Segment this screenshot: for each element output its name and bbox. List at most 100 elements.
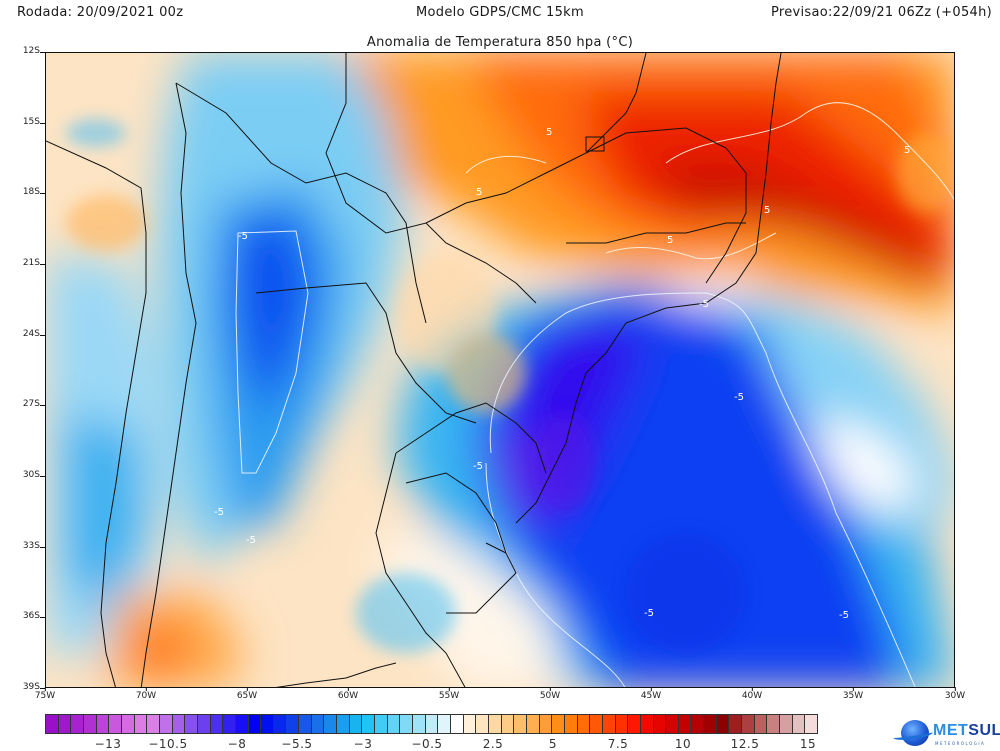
lon-tick: 75W [34, 687, 56, 701]
colorbar-cell [235, 715, 249, 733]
globe-icon [901, 720, 929, 746]
colorbar-cell [488, 715, 502, 733]
colorbar-cell [780, 715, 793, 733]
lon-tick: 55W [438, 687, 460, 701]
colorbar-tick-label: 10 [674, 737, 692, 751]
colorbar-legend [45, 714, 818, 734]
contour-label: 5 [904, 145, 910, 156]
colorbar-cell [640, 715, 654, 733]
lat-tick: 39S [0, 682, 45, 692]
colorbar-cell [83, 715, 97, 733]
colorbar-cell [349, 715, 363, 733]
colorbar-cell [678, 715, 692, 733]
contour-label: 5 [667, 235, 673, 246]
colorbar-cell [552, 715, 565, 733]
lat-tick: 30S [0, 470, 45, 480]
colorbar-cell [476, 715, 489, 733]
colorbar-cell [451, 715, 464, 733]
lon-tick: 45W [640, 687, 662, 701]
colorbar-cell [767, 715, 781, 733]
colorbar-tick-label: −8 [227, 737, 247, 751]
colorbar-tick-label: −0.5 [411, 737, 443, 751]
lat-tick: 12S [0, 46, 45, 56]
colorbar-cell [615, 715, 629, 733]
lon-tick: 40W [741, 687, 763, 701]
contour-label: 5 [764, 205, 770, 216]
colorbar-cell [628, 715, 641, 733]
contour-label: -5 [473, 461, 483, 472]
colorbar-cell [704, 715, 717, 733]
colorbar-cell [337, 715, 350, 733]
temperature-anomaly-map[interactable]: -5 -5 -5 -5 -5 -5 -5 -5 5 5 5 5 5 [45, 52, 955, 688]
colorbar-cell [666, 715, 679, 733]
colorbar-tick-label: 7.5 [607, 737, 629, 751]
lat-tick: 15S [0, 117, 45, 127]
colorbar-cell [577, 715, 591, 733]
contour-label: 5 [476, 187, 482, 198]
lon-tick: 35W [842, 687, 864, 701]
colorbar-cell [425, 715, 439, 733]
colorbar-cell [147, 715, 160, 733]
colorbar-tick-label: −10.5 [148, 737, 188, 751]
colorbar-cell [463, 715, 477, 733]
colorbar-cell [324, 715, 338, 733]
colorbar-cell [564, 715, 578, 733]
colorbar-tick-label: −5.5 [281, 737, 313, 751]
colorbar-cell [261, 715, 274, 733]
colorbar-cell [792, 715, 806, 733]
colorbar-tick-label: −13 [94, 737, 122, 751]
colorbar-cell [299, 715, 312, 733]
lon-tick: 60W [337, 687, 359, 701]
model-label: Modelo GDPS/CMC 15km [416, 5, 584, 20]
metsul-logo: METSUL METEOROLOGIA [892, 718, 1000, 750]
lat-tick: 18S [0, 187, 45, 197]
colorbar-cell [109, 715, 122, 733]
colorbar-cell [653, 715, 667, 733]
contour-label: -5 [246, 535, 256, 546]
colorbar-cell [210, 715, 224, 733]
lat-tick: 36S [0, 611, 45, 621]
brand-name: METSUL [933, 722, 1000, 739]
colorbar-cell [742, 715, 755, 733]
colorbar-tick-label: 2.5 [482, 737, 504, 751]
colorbar-tick-label: 12.5 [730, 737, 760, 751]
colorbar-cell [501, 715, 515, 733]
colorbar-cell [805, 715, 818, 733]
colorbar-cell [526, 715, 540, 733]
colorbar-cell [223, 715, 236, 733]
lat-tick: 21S [0, 258, 45, 268]
contour-label: 5 [546, 127, 552, 138]
colorbar-cell [514, 715, 527, 733]
colorbar-cell [438, 715, 451, 733]
colorbar-cell [590, 715, 603, 733]
colorbar-cell [248, 715, 262, 733]
forecast-time-label: Previsao:22/09/21 06Zz (+054h) [770, 5, 992, 20]
contour-label: -5 [644, 608, 654, 619]
colorbar-cell [375, 715, 388, 733]
colorbar-cell [716, 715, 730, 733]
colorbar-cell [754, 715, 768, 733]
lat-tick: 24S [0, 329, 45, 339]
contour-label: -5 [238, 231, 248, 242]
colorbar-cell [121, 715, 135, 733]
colorbar-cell [71, 715, 84, 733]
colorbar-cell [134, 715, 148, 733]
colorbar-cell [362, 715, 376, 733]
contour-label: -5 [734, 392, 744, 403]
lon-tick: 65W [236, 687, 258, 701]
colorbar-cell [413, 715, 426, 733]
colorbar-cell [58, 715, 72, 733]
run-date-label: Rodada: 20/09/2021 00z [17, 5, 184, 20]
colorbar-tick-label: −3 [353, 737, 373, 751]
colorbar-tick-label: 15 [799, 737, 817, 751]
colorbar-cell [286, 715, 300, 733]
contour-label: -5 [839, 610, 849, 621]
colorbar-cell [273, 715, 287, 733]
colorbar-cell [185, 715, 198, 733]
colorbar-cell [46, 715, 59, 733]
colorbar-cell [729, 715, 743, 733]
colorbar-cell [159, 715, 173, 733]
lon-tick: 50W [539, 687, 561, 701]
lat-tick: 33S [0, 541, 45, 551]
colorbar-cell [691, 715, 705, 733]
